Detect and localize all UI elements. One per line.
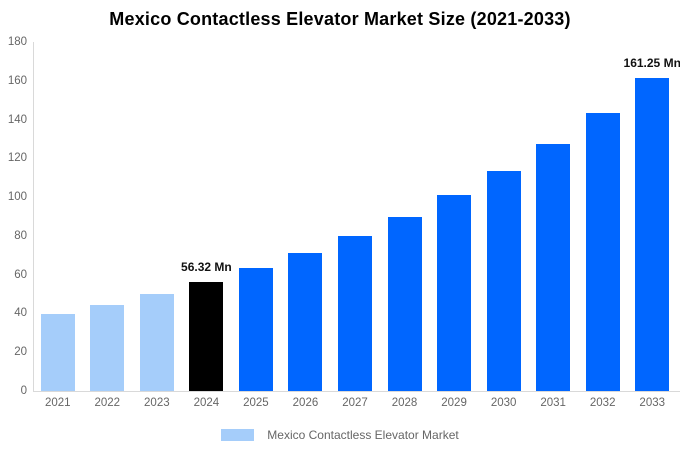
y-tick-label-120: 120 [7, 152, 27, 165]
bar-2028[interactable] [387, 216, 422, 391]
x-tick-label-2027: 2027 [342, 397, 368, 409]
plot-area: 56.32 Mn 161.25 Mn [33, 42, 680, 391]
x-axis-baseline [33, 391, 680, 392]
x-tick-label-2022: 2022 [94, 397, 121, 409]
x-tick-label-2021: 2021 [44, 397, 71, 409]
bar-2030[interactable] [486, 170, 521, 391]
bar-2022[interactable] [90, 304, 125, 391]
x-tick-label-2030: 2030 [490, 397, 517, 409]
x-tick-label-2026: 2026 [292, 397, 319, 409]
y-tick-label-140: 140 [7, 113, 27, 126]
y-tick-label-60: 60 [14, 268, 27, 281]
y-tick-label-40: 40 [14, 307, 27, 320]
x-tick-label-2033: 2033 [639, 397, 666, 409]
bar-2025[interactable] [238, 268, 273, 391]
bar-2026[interactable] [288, 253, 323, 391]
bar-2032[interactable] [585, 112, 620, 391]
x-axis-tick-labels: 2021 2022 2023 2024 2025 2026 2027 2028 2029 2030… [33, 397, 677, 411]
x-tick-label-2032: 2032 [589, 397, 616, 409]
x-tick-label-2024: 2024 [193, 397, 220, 409]
y-axis-line [33, 42, 34, 391]
bar-2021[interactable] [40, 314, 75, 391]
bar-2023[interactable] [139, 293, 174, 391]
x-tick-label-2029: 2029 [441, 397, 467, 409]
bar-value-label-2024: 56.32 Mn [181, 259, 232, 274]
legend[interactable]: Mexico Contactless Elevator Market [0, 427, 680, 443]
y-tick-label-160: 160 [7, 74, 27, 87]
bar-2033[interactable] [635, 78, 670, 391]
y-tick-label-180: 180 [7, 36, 27, 48]
x-tick-label-2031: 2031 [540, 397, 566, 409]
legend-series-label: Mexico Contactless Elevator Market [267, 428, 459, 442]
y-tick-label-80: 80 [14, 229, 27, 242]
y-tick-label-0: 0 [20, 385, 27, 397]
bar-value-label-2033: 161.25 Mn [623, 56, 680, 71]
bar-2029[interactable] [437, 195, 472, 391]
bar-2031[interactable] [536, 143, 571, 391]
y-tick-label-100: 100 [7, 191, 27, 204]
x-tick-label-2025: 2025 [243, 397, 269, 409]
y-axis-tick-labels: 0 20 40 60 80 100 120 140 160 180 [0, 36, 27, 397]
x-tick-label-2028: 2028 [391, 397, 418, 409]
x-tick-label-2023: 2023 [144, 397, 170, 409]
chart-title: Mexico Contactless Elevator Market Size … [109, 9, 571, 29]
legend-swatch-icon [221, 429, 255, 441]
bar-2024[interactable] [189, 281, 224, 391]
y-tick-label-20: 20 [14, 346, 27, 359]
bar-2027[interactable] [338, 235, 372, 391]
